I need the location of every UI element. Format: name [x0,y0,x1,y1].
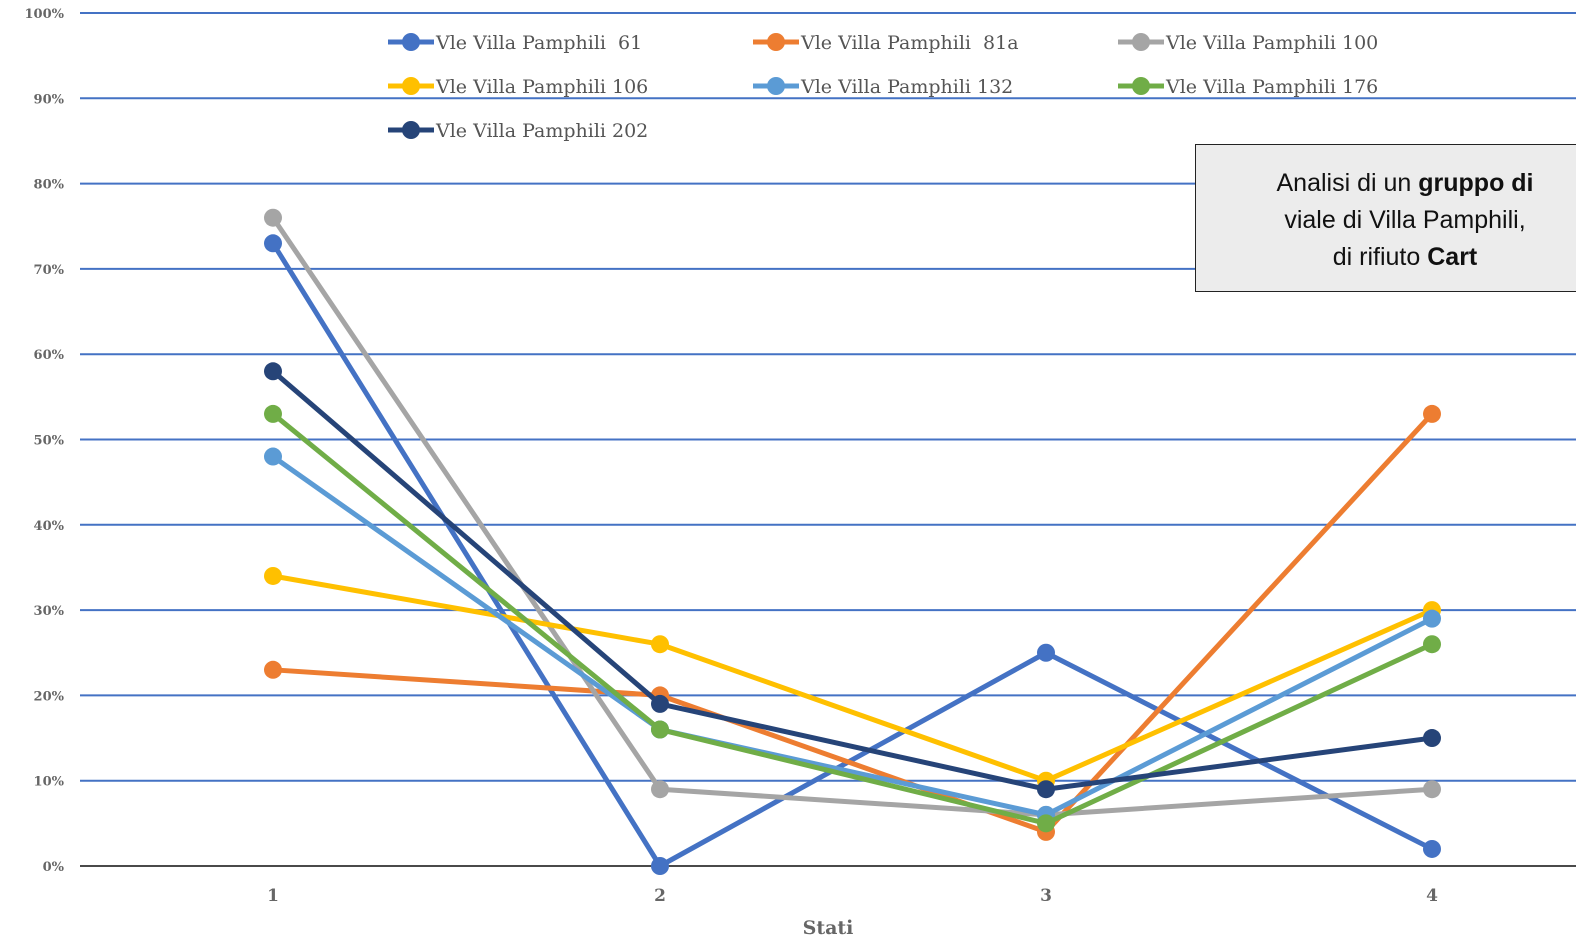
data-point [264,447,282,466]
data-point [1037,780,1055,799]
legend: Vle Villa Pamphili 61 Vle Villa Pamphili … [388,32,1378,142]
annotation-line-1: Analisi di un gruppo di [1196,165,1576,202]
data-point [264,362,282,381]
legend-swatch-marker [1132,33,1150,51]
y-tick-label: 50% [34,434,65,449]
legend-label: Vle Villa Pamphili 81a [800,32,1019,54]
y-axis-ticks: 0% 10% 20% 30% 40% 50% 60% 70% 80% 90% 100% [25,7,65,875]
legend-item: Vle Villa Pamphili 61 [388,32,642,54]
data-point [651,635,669,654]
annotation-box: Analisi di un gruppo di viale di Villa P… [1195,144,1576,292]
legend-item: Vle Villa Pamphili 106 [388,76,648,98]
data-point [1037,814,1055,833]
series-line [270,411,1435,826]
y-tick-label: 10% [34,775,65,790]
legend-item: Vle Villa Pamphili 132 [753,76,1013,98]
legend-swatch-marker [1132,77,1150,95]
series-7 [264,362,1441,799]
x-tick-label: 3 [1040,886,1052,906]
legend-item: Vle Villa Pamphili 176 [1118,76,1378,98]
y-tick-label: 30% [34,604,65,619]
annotation-line-3-bold: Cart [1427,243,1478,271]
legend-item: Vle Villa Pamphili 202 [388,120,648,142]
data-point [1423,839,1441,858]
series-line [270,573,1435,784]
data-point [651,780,669,799]
data-point [651,694,669,713]
series-5 [264,447,1441,824]
legend-item: Vle Villa Pamphili 81a [753,32,1019,54]
series-lines [264,208,1441,875]
legend-swatch-marker [402,121,420,139]
legend-label: Vle Villa Pamphili 100 [1165,32,1378,54]
legend-label: Vle Villa Pamphili 61 [435,32,642,54]
series-line [270,215,1435,818]
annotation-line-3-text: di rifiuto [1332,243,1428,271]
legend-label: Vle Villa Pamphili 202 [435,120,648,142]
data-point [1423,609,1441,628]
data-point [1423,780,1441,799]
series-4 [264,566,1441,790]
x-tick-label: 1 [267,886,279,906]
series-line [270,411,1435,835]
series-1 [264,234,1441,875]
data-point [264,208,282,227]
data-point [264,566,282,585]
data-point [1423,635,1441,654]
annotation-line-3: di rifiuto Cart [1196,239,1576,276]
legend-swatch-marker [402,77,420,95]
x-tick-label: 4 [1426,886,1438,906]
data-point [264,404,282,423]
annotation-line-1-text: Analisi di un [1276,169,1419,197]
data-point [1423,729,1441,748]
data-point [264,660,282,679]
series-6 [264,404,1441,833]
series-line [270,454,1435,818]
data-point [1423,404,1441,423]
y-tick-label: 80% [34,178,65,193]
y-tick-label: 0% [43,860,65,875]
y-tick-label: 70% [34,263,65,278]
legend-swatch-marker [767,33,785,51]
legend-label: Vle Villa Pamphili 132 [800,76,1013,98]
annotation-line-2: viale di Villa Pamphili, [1284,206,1526,234]
y-tick-label: 90% [34,92,65,107]
gridlines [80,12,1576,867]
legend-swatch-marker [767,77,785,95]
data-point [1037,643,1055,662]
y-tick-label: 60% [34,348,65,363]
y-tick-label: 20% [34,689,65,704]
x-tick-label: 2 [654,886,666,906]
legend-label: Vle Villa Pamphili 106 [435,76,648,98]
series-line [270,240,1435,869]
data-point [264,234,282,253]
x-axis-ticks: 1 2 3 4 [267,886,1438,906]
legend-swatch-marker [402,33,420,51]
y-tick-label: 40% [34,519,65,534]
y-tick-label: 100% [25,7,65,22]
data-point [651,857,669,875]
series-line [270,368,1435,792]
x-axis-label: Stati [803,917,854,939]
data-point [651,720,669,739]
legend-label: Vle Villa Pamphili 176 [1165,76,1378,98]
legend-item: Vle Villa Pamphili 100 [1118,32,1378,54]
annotation-line-1-bold: gruppo di [1418,169,1534,197]
